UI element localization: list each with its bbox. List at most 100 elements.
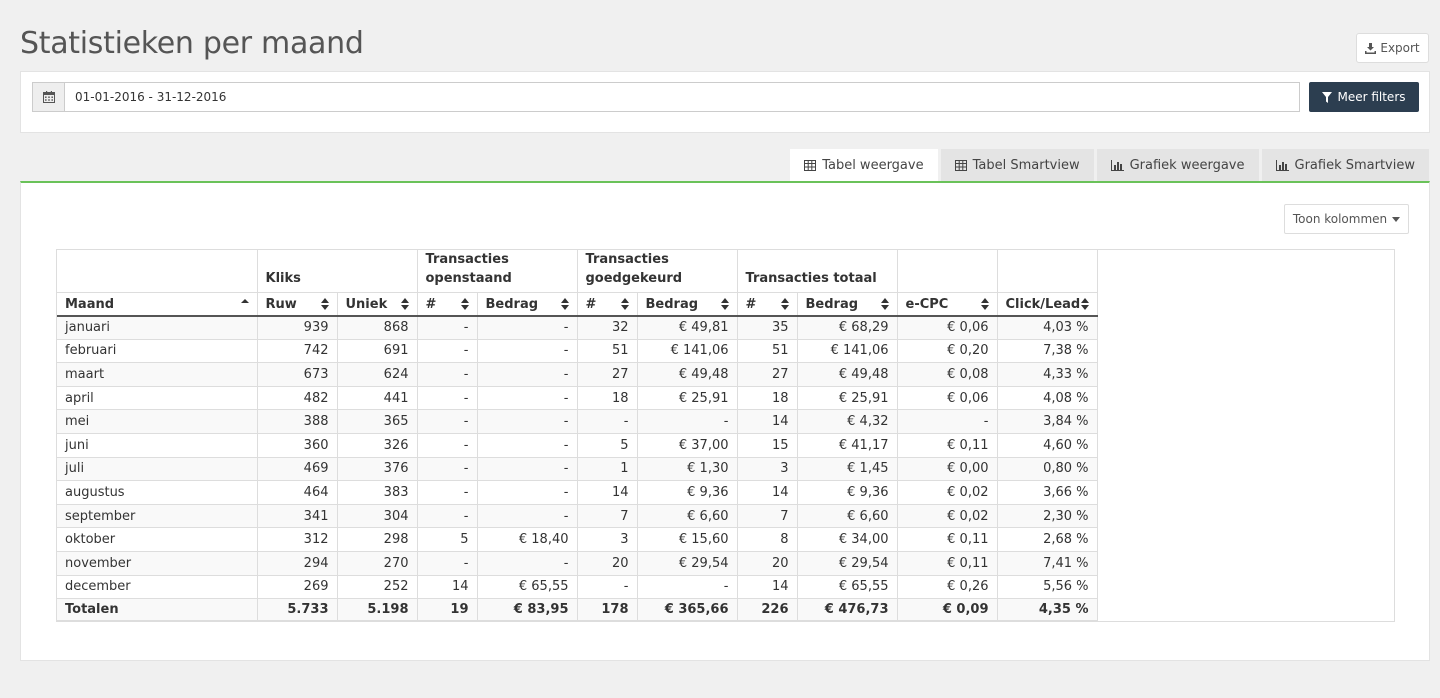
table-cell: 4,33 %	[997, 362, 1098, 387]
table-cell: -	[417, 504, 478, 529]
table-cell: € 141,06	[797, 339, 898, 364]
date-range-picker[interactable]	[32, 82, 1300, 112]
table-cell: 1	[577, 457, 638, 482]
table-cell: 14	[737, 480, 798, 505]
table-cell: 4,03 %	[997, 315, 1098, 340]
table-cell: 388	[257, 409, 338, 434]
column-header-uniek[interactable]: Uniek	[337, 292, 418, 317]
calendar-icon[interactable]	[33, 83, 65, 111]
table-cell: 2,68 %	[997, 527, 1098, 552]
table-cell: 312	[257, 527, 338, 552]
view-tabs: Tabel weergave Tabel Smartview Grafiek w…	[790, 149, 1429, 181]
sort-icon	[400, 298, 409, 310]
column-header-col[interactable]: #	[737, 292, 798, 317]
table-cell: 18	[577, 386, 638, 411]
download-icon	[1365, 42, 1377, 54]
sort-asc-icon	[240, 299, 249, 303]
column-header-label: Bedrag	[805, 296, 859, 312]
table-cell: 27	[737, 362, 798, 387]
column-header-bedrag[interactable]: Bedrag	[797, 292, 898, 317]
table-cell: -	[577, 409, 638, 434]
page-title: Statistieken per maand	[20, 26, 364, 61]
tab-label: Tabel Smartview	[972, 157, 1080, 173]
table-cell: -	[417, 409, 478, 434]
table-row: januari 939 868- -32 € 49,81 35 € 68,29 € 0,06 4…	[57, 315, 1098, 340]
table-cell: 14	[737, 575, 798, 600]
column-header-bedrag[interactable]: Bedrag	[637, 292, 738, 317]
table-icon	[804, 159, 817, 171]
column-header-bedrag[interactable]: Bedrag	[477, 292, 578, 317]
table-cell: 20	[737, 551, 798, 576]
table-cell: 360	[257, 433, 338, 458]
toggle-columns-button[interactable]: Toon kolommen	[1284, 204, 1409, 234]
more-filters-label: Meer filters	[1337, 90, 1406, 104]
table-cell: 8	[737, 527, 798, 552]
totals-row: Totalen 5.733 5.198 19 € 83,95 178 € 365,66 226…	[57, 598, 1098, 622]
column-header-click-lead[interactable]: Click/Lead	[997, 292, 1098, 317]
table-cell: 294	[257, 551, 338, 576]
table-cell: € 18,40	[477, 527, 578, 552]
table-cell: 298	[337, 527, 418, 552]
date-range-input[interactable]	[65, 83, 1299, 111]
table-row: december 269 252 14 € 65,55- -14 € 65,55 € 0,26…	[57, 575, 1098, 600]
table-cell: 5	[417, 527, 478, 552]
table-cell: 304	[337, 504, 418, 529]
month-cell: augustus	[57, 480, 258, 505]
table-frame: Kliks Transacties openstaand Transacties…	[56, 249, 1395, 622]
export-button[interactable]: Export	[1356, 33, 1429, 63]
tab-tabel-weergave[interactable]: Tabel weergave	[790, 149, 938, 181]
table-cell: € 49,48	[637, 362, 738, 387]
table-cell: € 0,06	[897, 386, 998, 411]
group-header	[57, 250, 258, 293]
table-cell: € 1,45	[797, 457, 898, 482]
sort-icon	[1080, 298, 1089, 310]
group-header	[997, 250, 1098, 293]
table-cell: 7,41 %	[997, 551, 1098, 576]
total-cell: 226	[737, 598, 798, 622]
table-cell: 252	[337, 575, 418, 600]
table-icon	[954, 159, 967, 171]
group-header-openstaand: Transacties openstaand	[417, 250, 578, 293]
sort-icon	[780, 298, 789, 310]
column-header-e-cpc[interactable]: e-CPC	[897, 292, 998, 317]
group-header-kliks: Kliks	[257, 250, 418, 293]
table-row: juli 469 376- -1 € 1,30 3 € 1,45 € 0,00 0,80 %	[57, 457, 1098, 482]
table-cell: € 68,29	[797, 315, 898, 340]
column-header-label: Click/Lead	[1005, 296, 1081, 312]
month-cell: oktober	[57, 527, 258, 552]
table-cell: -	[417, 339, 478, 364]
table-cell: -	[417, 362, 478, 387]
column-header-maand[interactable]: Maand	[57, 292, 258, 317]
column-header-col[interactable]: #	[577, 292, 638, 317]
table-cell: -	[477, 362, 578, 387]
tab-grafiek-weergave[interactable]: Grafiek weergave	[1096, 149, 1259, 181]
total-cell: 5.198	[337, 598, 418, 622]
table-cell: € 6,60	[797, 504, 898, 529]
column-header-col[interactable]: #	[417, 292, 478, 317]
table-row: augustus 464 383- -14 € 9,36 14 € 9,36 € 0,02 3,…	[57, 480, 1098, 505]
table-cell: 441	[337, 386, 418, 411]
table-cell: € 0,26	[897, 575, 998, 600]
table-cell: -	[897, 409, 998, 434]
table-cell: -	[417, 551, 478, 576]
tab-tabel-smartview[interactable]: Tabel Smartview	[940, 149, 1094, 181]
table-cell: € 49,48	[797, 362, 898, 387]
more-filters-button[interactable]: Meer filters	[1309, 82, 1419, 112]
sort-icon	[560, 298, 569, 310]
table-cell: -	[637, 575, 738, 600]
tab-label: Tabel weergave	[822, 157, 924, 173]
column-header-ruw[interactable]: Ruw	[257, 292, 338, 317]
table-cell: € 9,36	[797, 480, 898, 505]
table-cell: 365	[337, 409, 418, 434]
table-cell: € 25,91	[797, 386, 898, 411]
table-cell: 269	[257, 575, 338, 600]
month-cell: mei	[57, 409, 258, 434]
table-cell: 15	[737, 433, 798, 458]
total-cell: € 83,95	[477, 598, 578, 622]
table-cell: € 0,02	[897, 480, 998, 505]
tab-grafiek-smartview[interactable]: Grafiek Smartview	[1261, 149, 1429, 181]
column-header-label: #	[585, 296, 597, 312]
filter-icon	[1322, 91, 1333, 103]
table-cell: 341	[257, 504, 338, 529]
export-label: Export	[1380, 41, 1420, 55]
